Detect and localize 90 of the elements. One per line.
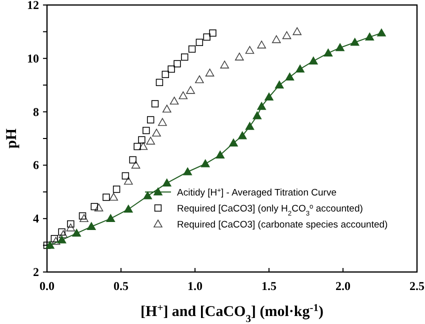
point — [245, 46, 254, 54]
x-tick-label: 1.5 — [262, 279, 276, 293]
x-tick-label: 0.5 — [114, 279, 128, 293]
point — [138, 136, 146, 144]
point — [174, 60, 181, 68]
point — [138, 142, 148, 150]
point — [188, 45, 196, 53]
point — [156, 78, 164, 86]
point — [87, 222, 96, 230]
point — [78, 212, 86, 220]
point — [296, 64, 304, 72]
point — [158, 118, 167, 126]
y-tick-label: 6 — [33, 158, 39, 172]
point — [365, 32, 374, 40]
legend-label: Required [CaCO3] (only H$_{2}$CO$_{3}$$^{o}$ accounted) — [177, 203, 363, 217]
point — [309, 56, 318, 64]
point — [181, 53, 188, 61]
legend-label: Required [CaCO3] (carbonate species accounted) — [177, 220, 388, 230]
point — [162, 104, 172, 113]
y-tick-label: 2 — [33, 265, 39, 279]
point — [252, 111, 262, 120]
point — [162, 178, 172, 186]
point — [272, 35, 281, 44]
point — [142, 126, 150, 134]
x-axis-title: [H$^{+}$] and [CaCO$_{3}$] (mol·kg$^{-1}$) — [140, 302, 324, 324]
point — [66, 224, 76, 232]
point — [285, 72, 294, 80]
point — [134, 142, 141, 150]
point — [102, 194, 110, 201]
point — [377, 28, 386, 36]
point — [205, 68, 214, 76]
point — [51, 236, 60, 245]
point — [106, 214, 116, 222]
point — [324, 48, 333, 56]
point — [168, 65, 175, 73]
point — [122, 172, 130, 180]
point — [94, 204, 104, 212]
point — [124, 176, 133, 185]
point — [282, 31, 292, 40]
x-tick-label: 2.0 — [336, 279, 350, 293]
point — [58, 228, 66, 236]
x-tick-label: 1.0 — [188, 279, 202, 293]
point — [336, 43, 344, 52]
point — [178, 91, 188, 100]
point — [67, 220, 74, 228]
point — [220, 60, 229, 68]
point — [58, 230, 68, 238]
point — [152, 128, 161, 137]
point — [129, 156, 136, 164]
point — [238, 131, 247, 140]
point — [196, 38, 204, 46]
point — [209, 29, 216, 37]
point — [292, 27, 302, 36]
point — [146, 136, 155, 145]
y-tick-label: 8 — [33, 104, 39, 119]
point — [200, 159, 210, 168]
legend-label: Acitidy [H$^{+}$] - Averaged Titration Curve — [177, 187, 336, 198]
point — [203, 33, 210, 41]
point — [124, 204, 133, 213]
point — [245, 122, 254, 130]
y-tick-label: 12 — [27, 0, 39, 12]
point — [274, 80, 284, 88]
point — [162, 70, 169, 78]
point — [195, 75, 204, 84]
point — [131, 160, 140, 169]
point — [109, 192, 118, 201]
point — [72, 228, 81, 237]
y-tick-label: 10 — [27, 51, 39, 66]
point — [257, 102, 266, 110]
x-tick-label: 2.5 — [410, 279, 424, 293]
point — [170, 96, 179, 105]
point — [143, 192, 152, 200]
point — [183, 167, 192, 176]
point — [216, 150, 225, 158]
point — [90, 202, 98, 210]
point — [147, 116, 154, 124]
point — [151, 100, 159, 108]
y-tick-label: 4 — [33, 212, 39, 226]
point — [46, 240, 54, 249]
point — [229, 138, 238, 146]
point — [235, 52, 244, 60]
point — [57, 236, 66, 244]
point — [50, 235, 58, 242]
point — [350, 38, 360, 46]
x-tick-label: 0.0 — [40, 279, 54, 293]
point — [257, 40, 266, 48]
point — [112, 186, 120, 193]
point — [186, 86, 195, 94]
y-axis-title: pH — [4, 128, 20, 149]
point — [264, 92, 274, 101]
